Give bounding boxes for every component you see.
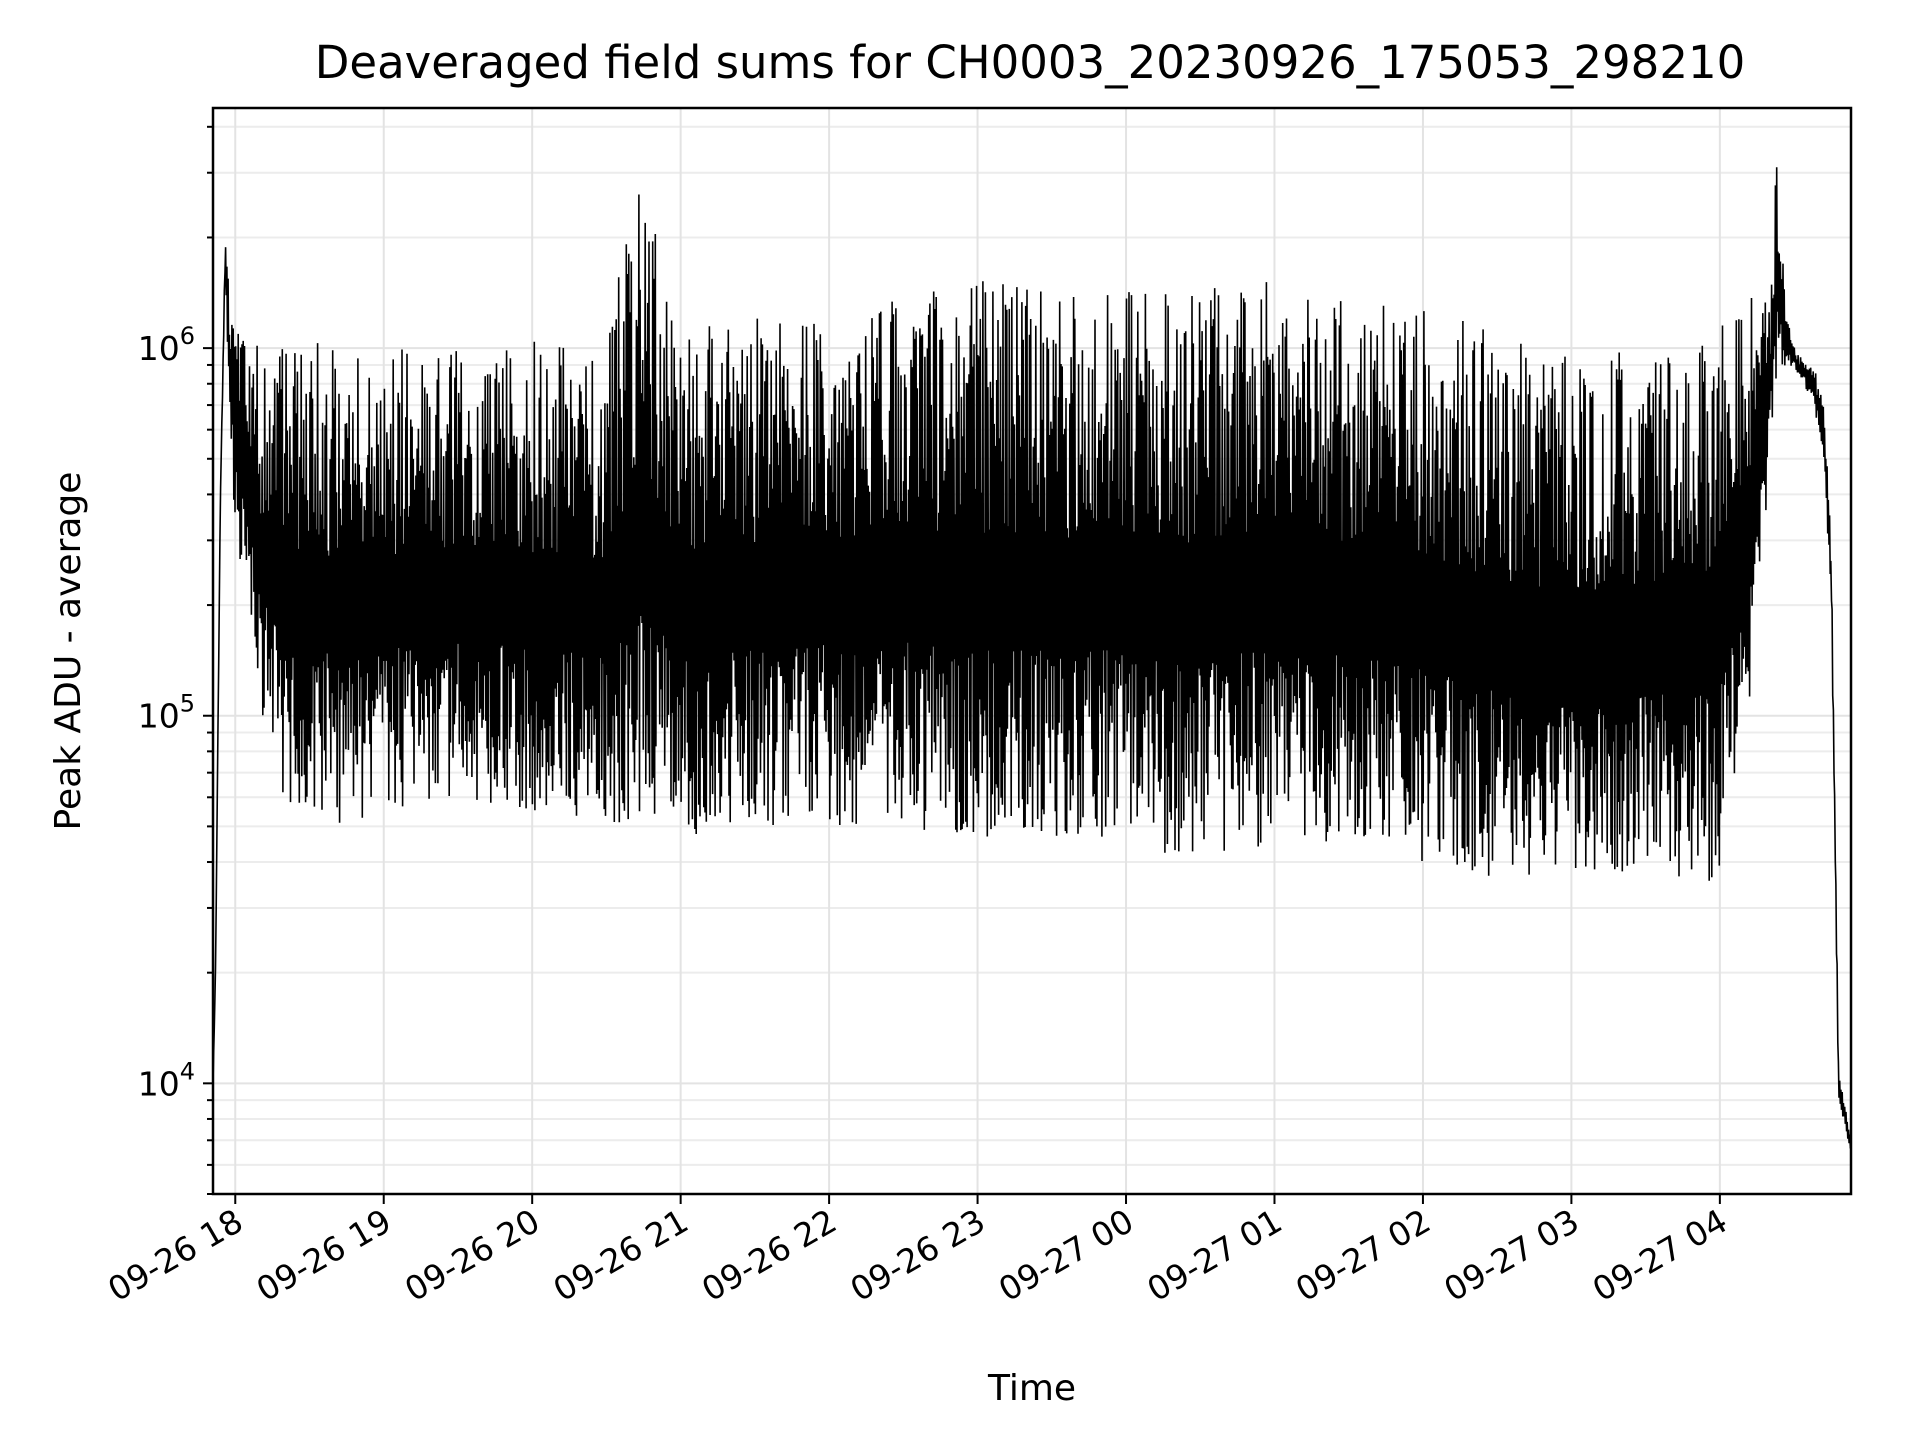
- y-axis-label: Peak ADU - average: [48, 472, 89, 831]
- series-line: [212, 167, 1852, 1149]
- y-tick-label: 104: [138, 1057, 195, 1103]
- x-axis-label: Time: [987, 1368, 1076, 1409]
- chart-title: Deaveraged field sums for CH0003_2023092…: [315, 36, 1745, 89]
- y-tick-label: 106: [138, 322, 195, 368]
- y-tick-label: 105: [138, 690, 195, 736]
- series-layer: [212, 167, 1852, 1149]
- y-axis: 104 105 106: [138, 125, 213, 1195]
- plot-frame: [211, 106, 1853, 1196]
